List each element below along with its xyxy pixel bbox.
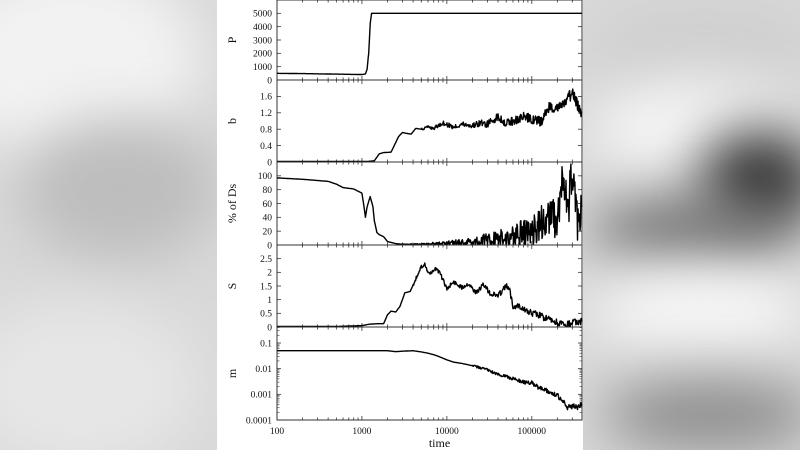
y-tick-label: 0: [267, 323, 272, 333]
y-tick-label: 0.001: [251, 391, 273, 401]
y-tick-label: 1.2: [260, 109, 272, 119]
plot-frame: [276, 0, 583, 81]
figure-panel: [217, 0, 583, 450]
x-tick-label: 100: [270, 427, 285, 437]
y-tick-label: 0.8: [260, 126, 272, 136]
data-line: [276, 88, 583, 163]
y-tick-label: 1: [267, 296, 272, 306]
y-tick-label: 0.01: [255, 365, 272, 375]
data-line: [276, 163, 583, 246]
y-tick-label: 1000: [253, 63, 272, 73]
y-tick-label: 60: [263, 200, 273, 210]
data-line: [276, 350, 583, 411]
y-tick-label: 20: [263, 227, 273, 237]
y-tick-label: 0: [267, 241, 272, 251]
y-tick-label: 0.5: [260, 310, 272, 320]
y-tick-label: 0.4: [260, 142, 272, 152]
x-tick-label: 100000: [518, 427, 547, 437]
y-tick-label: 1.6: [260, 93, 272, 103]
y-tick-label: 80: [263, 186, 273, 196]
x-axis-title: time: [429, 436, 450, 450]
y-axis-title: m: [225, 368, 239, 378]
y-axis-title: S: [225, 283, 239, 290]
subplot-m: 0.0001 0.001 0.01 0.1 m: [225, 326, 583, 426]
y-tick-label: 2000: [253, 50, 272, 60]
x-tick-label: 1000: [352, 427, 371, 437]
y-tick-label: 3000: [253, 36, 272, 46]
data-line: [276, 12, 583, 76]
y-tick-label: 0.1: [260, 339, 272, 349]
subplot-s: 0 0.5 1 1.5 2 2.5 S: [225, 244, 583, 333]
y-tick-label: 2: [267, 269, 272, 279]
subplot-ofds: 0 20 40 60 80 100 % of Ds: [225, 161, 583, 251]
subplot-p: 0 1000 2000 3000 4000 5000 P: [225, 0, 583, 86]
y-tick-label: 1.5: [260, 282, 272, 292]
y-axis-title: b: [225, 118, 239, 124]
y-tick-label: 100: [258, 172, 273, 182]
data-line: [276, 262, 583, 328]
y-tick-label: 2.5: [260, 255, 272, 265]
y-tick-label: 4000: [253, 23, 272, 33]
y-tick-label: 40: [263, 214, 273, 224]
y-tick-label: 5000: [253, 10, 272, 20]
y-tick-label: 0.0001: [246, 416, 272, 426]
y-axis-title: % of Ds: [225, 184, 239, 224]
plot-frame: [276, 326, 583, 421]
y-tick-label: 0: [267, 76, 272, 86]
x-tick-label: 10000: [435, 427, 459, 437]
y-axis-title: P: [225, 36, 239, 43]
subplot-b: 0 0.4 0.8 1.2 1.6 b: [225, 79, 583, 168]
y-tick-label: 0: [267, 158, 272, 168]
